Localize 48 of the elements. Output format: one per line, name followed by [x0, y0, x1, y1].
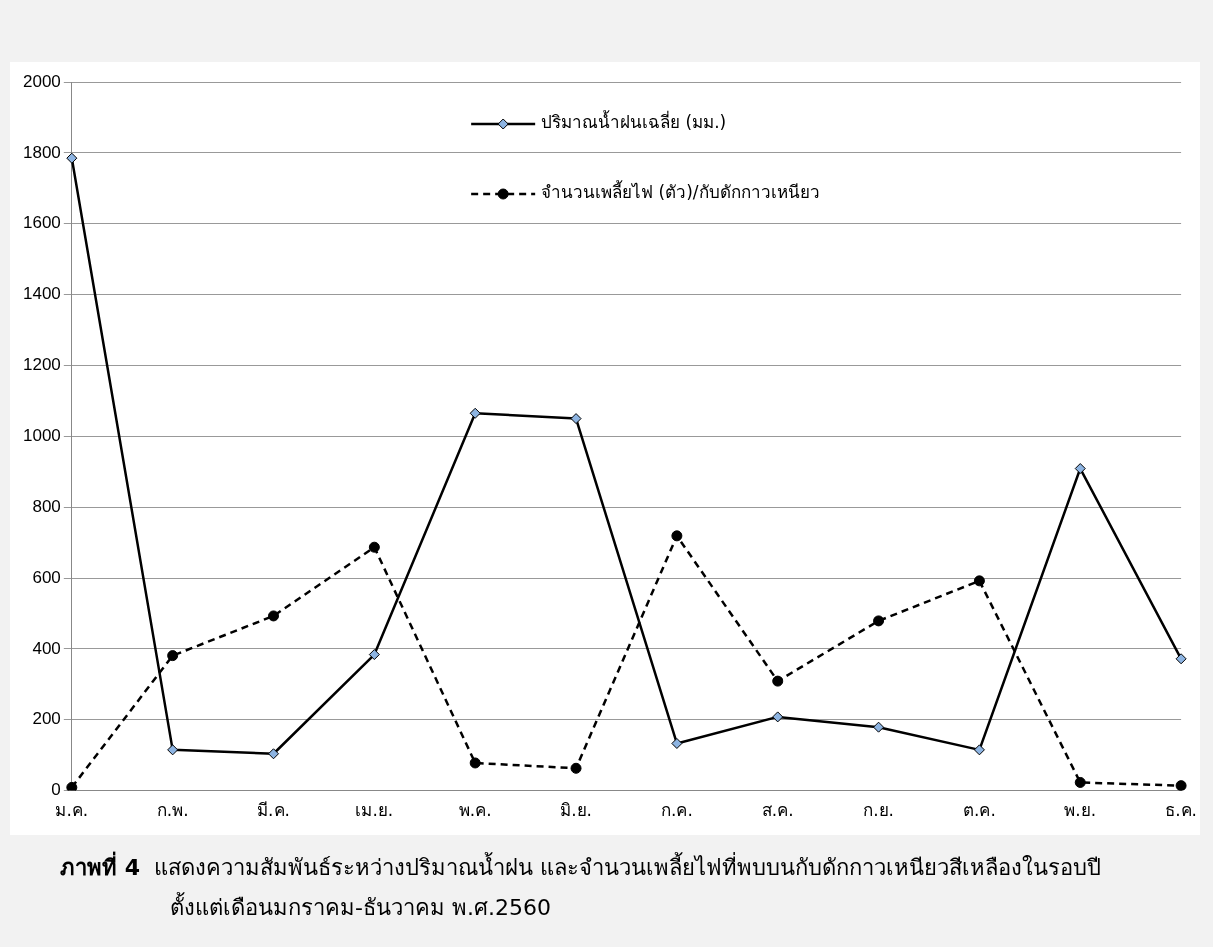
x-tick-label: ก.ย. [863, 800, 894, 821]
point [368, 649, 380, 661]
x-tick-label: ธ.ค. [1165, 800, 1197, 821]
point [469, 407, 481, 419]
point [973, 744, 985, 756]
point [873, 721, 885, 733]
x-tick-label: ต.ค. [963, 800, 996, 821]
point [1074, 463, 1086, 475]
point [268, 748, 280, 760]
point [167, 650, 179, 662]
point [1175, 653, 1187, 665]
y-tick-label: 1200 [22, 355, 61, 375]
y-tick-label: 2000 [22, 71, 61, 91]
point [570, 413, 582, 425]
point [368, 541, 380, 553]
x-tick-label: ก.ค. [660, 800, 693, 821]
x-tick-label: มี.ค. [257, 800, 290, 821]
point [1175, 780, 1187, 791]
point [873, 615, 885, 627]
point [772, 675, 784, 687]
legend-label: จำนวนเพลี้ยไฟ (ตัว)/กับดักกาวเหนียว [541, 180, 820, 203]
point [66, 781, 78, 791]
x-tick-label: ม.ค. [55, 800, 89, 821]
y-tick-label: 1600 [22, 213, 61, 233]
y-tick-label: 1400 [22, 284, 61, 304]
y-tick-label: 0 [51, 780, 61, 800]
x-tick-label: ก.พ. [156, 800, 189, 821]
x-tick-label: ส.ค. [761, 800, 794, 821]
x-tick-label: มิ.ย. [560, 800, 592, 821]
x-tick-label: พ.ย. [1064, 800, 1097, 821]
y-tick-label: 1000 [22, 425, 61, 445]
point [772, 711, 784, 723]
point [973, 575, 985, 587]
point [671, 737, 683, 749]
point [167, 744, 179, 756]
point [469, 757, 481, 769]
y-tick-label: 400 [32, 638, 61, 658]
legend-label: ปริมาณน้ำฝนเฉลี่ย (มม.) [541, 110, 727, 133]
point [268, 610, 280, 622]
point [671, 530, 683, 542]
y-tick-label: 800 [32, 496, 61, 516]
point [1074, 776, 1086, 788]
y-tick-label: 200 [32, 709, 61, 729]
y-tick-label: 600 [32, 567, 61, 587]
y-tick-label: 1800 [22, 142, 61, 162]
point [570, 762, 582, 774]
x-tick-label: พ.ค. [458, 800, 492, 821]
x-tick-label: เม.ย. [355, 800, 394, 821]
